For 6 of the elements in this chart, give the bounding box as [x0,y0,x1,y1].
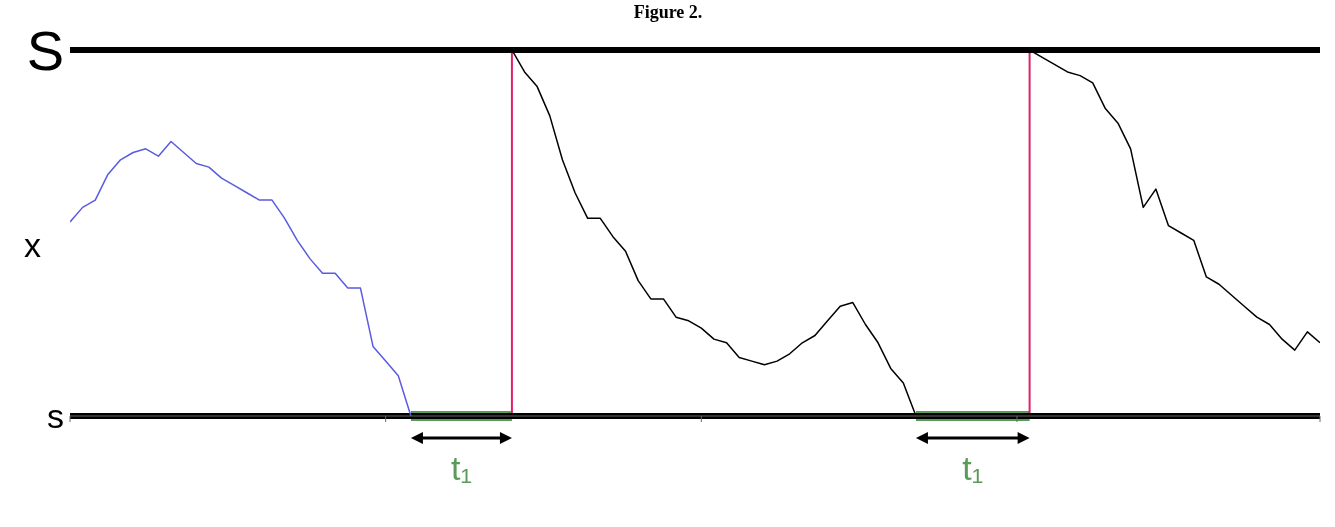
ref-line-label: s [47,397,64,436]
ref-line-label: S [26,18,64,82]
text: t₁ [962,449,984,487]
chart-title: Figure 2. [632,2,704,22]
y-axis-title: x [24,226,41,265]
text: t₁ [450,449,472,487]
